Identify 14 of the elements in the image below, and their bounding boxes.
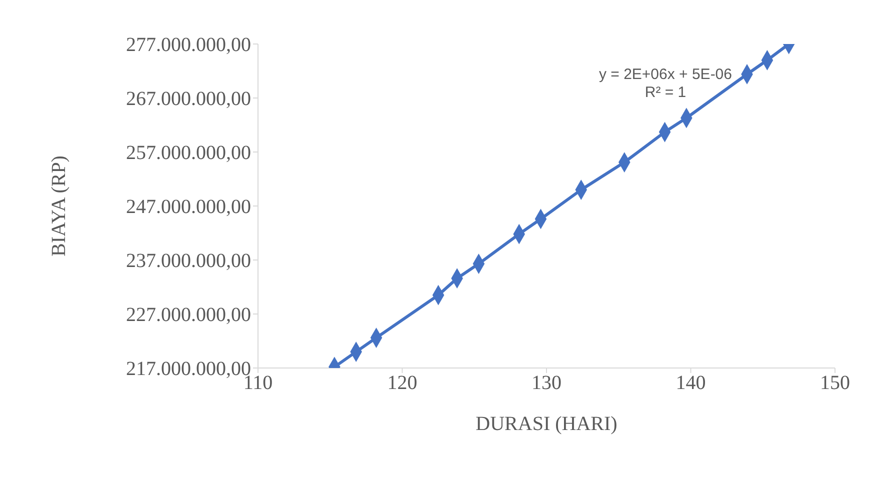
x-tick-label: 140: [676, 372, 706, 394]
y-tick-label: 237.000.000,00: [126, 250, 251, 272]
y-tick-label: 227.000.000,00: [126, 304, 251, 326]
x-axis-title: DURASI (HARI): [476, 413, 618, 435]
y-tick-label: 247.000.000,00: [126, 196, 251, 218]
annotation: y = 2E+06x + 5E-06: [598, 66, 733, 84]
x-tick-label: 150: [820, 372, 850, 394]
x-tick-label: 130: [532, 372, 562, 394]
y-tick-label: 277.000.000,00: [126, 34, 251, 56]
y-tick-label: 257.000.000,00: [126, 142, 251, 164]
y-axis-title: BIAYA (RP): [48, 156, 70, 256]
y-tick-label: 267.000.000,00: [126, 88, 251, 110]
x-tick-label: 120: [387, 372, 418, 394]
annotation: R² = 1: [644, 84, 688, 102]
